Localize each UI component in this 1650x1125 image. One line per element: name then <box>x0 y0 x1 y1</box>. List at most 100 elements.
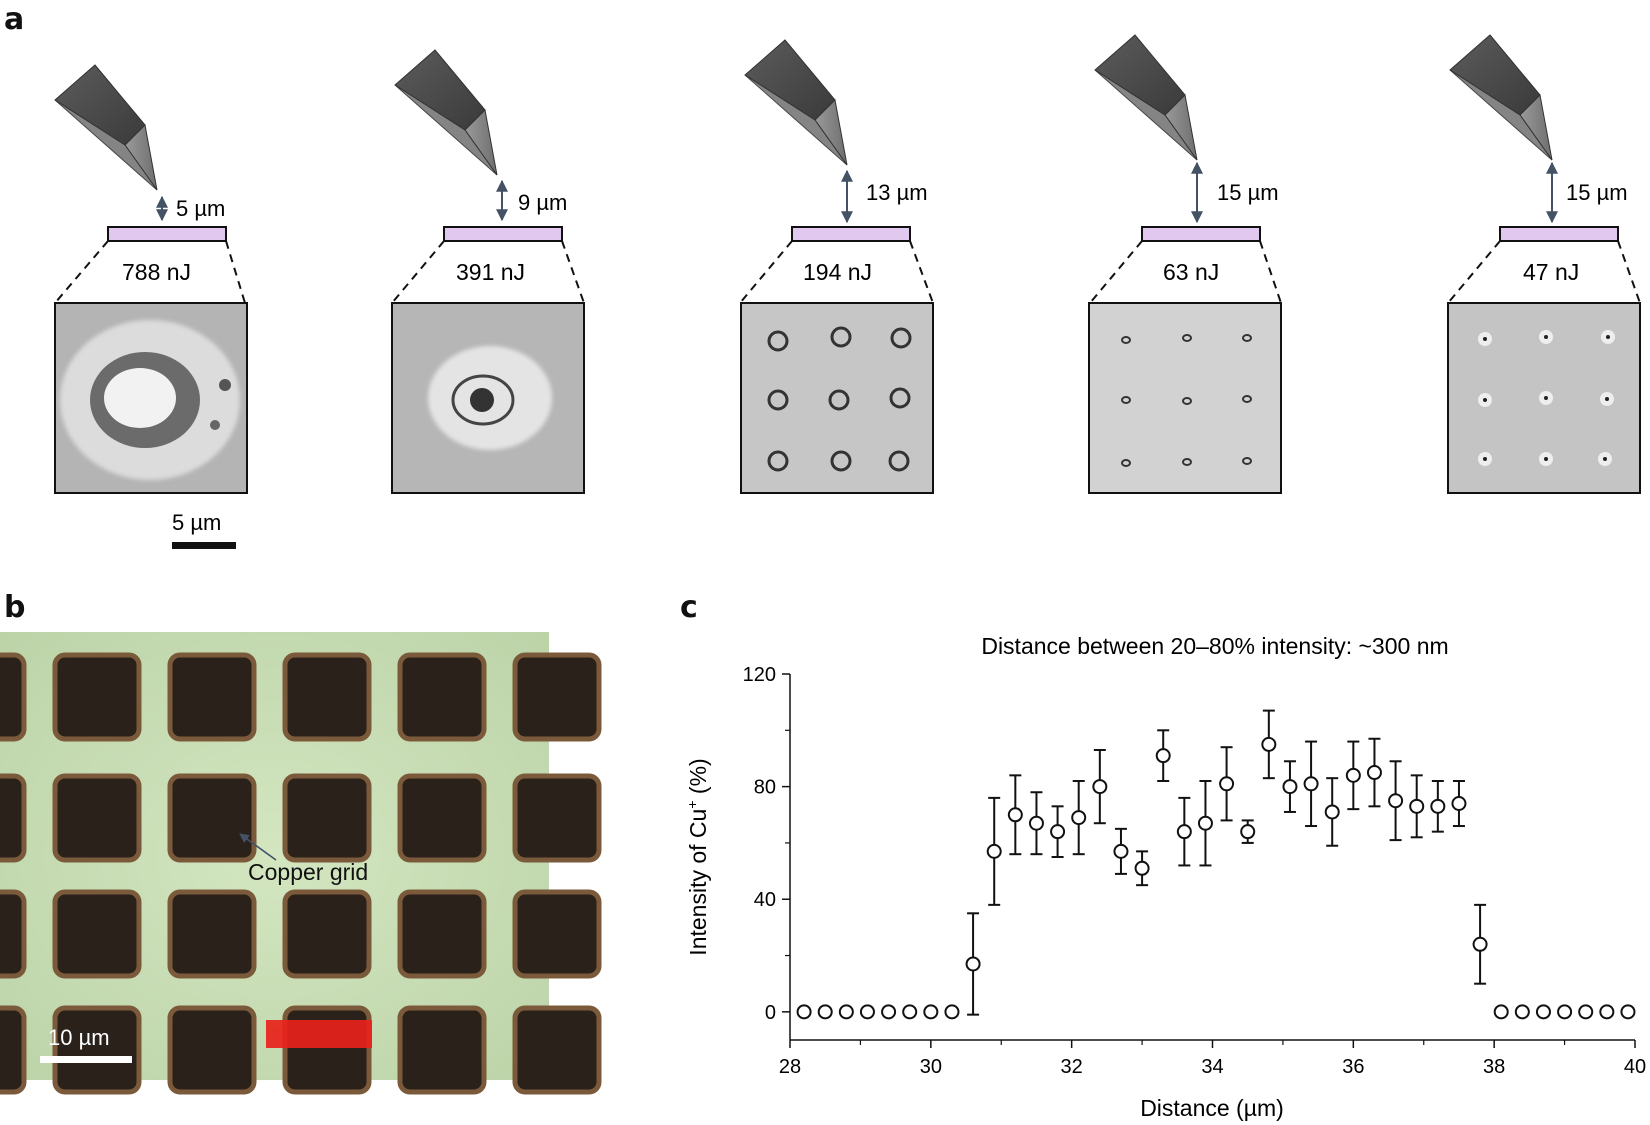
sample-slab <box>443 226 563 242</box>
y-axis-label-text: Intensity of Cu+ (%) <box>684 758 711 955</box>
probe-tip-icon <box>744 39 848 166</box>
data-point <box>965 956 981 972</box>
x-tick-label: 30 <box>920 1056 942 1078</box>
data-point <box>1219 776 1235 792</box>
micrograph-5 <box>1447 302 1641 494</box>
data-point <box>986 843 1002 859</box>
sample-slab <box>107 226 227 242</box>
probe-unit-1: 5 µm 788 nJ 5 µm <box>54 64 248 549</box>
grid-hole <box>167 652 257 742</box>
data-point <box>1599 1004 1615 1020</box>
data-point <box>1155 748 1171 764</box>
data-point <box>1324 804 1340 820</box>
data-point <box>1493 1004 1509 1020</box>
data-point <box>1578 1004 1594 1020</box>
data-point <box>1303 776 1319 792</box>
grid-hole <box>52 652 142 742</box>
sample-slab <box>1499 226 1619 242</box>
data-point <box>944 1004 960 1020</box>
probe-unit-5: 15 µm 47 nJ <box>1447 34 1641 494</box>
scale-bar-label: 10 µm <box>48 1025 110 1050</box>
x-tick-label: 32 <box>1061 1056 1083 1078</box>
x-tick-label: 36 <box>1342 1056 1364 1078</box>
probe-tip-icon <box>394 49 498 176</box>
data-point <box>881 1004 897 1020</box>
panel-label-b: b <box>4 590 26 625</box>
data-point <box>1620 1004 1636 1020</box>
y-tick-label: 80 <box>754 777 776 799</box>
x-axis-label: Distance (µm) <box>1140 1095 1284 1121</box>
x-tick-label: 34 <box>1201 1056 1223 1078</box>
micrograph-1 <box>54 302 248 494</box>
data-point <box>1007 807 1023 823</box>
grid-hole <box>0 773 27 863</box>
data-point <box>1050 824 1066 840</box>
gap-label: 9 µm <box>518 190 567 215</box>
copper-grid-holes <box>0 652 602 1095</box>
grid-hole <box>52 889 142 979</box>
grid-hole <box>167 773 257 863</box>
grid-hole <box>397 889 487 979</box>
sample-slab <box>1141 226 1261 242</box>
scale-bar-label: 5 µm <box>172 510 221 535</box>
grid-hole <box>282 652 372 742</box>
probe-tip-icon <box>54 64 158 191</box>
data-point <box>1366 765 1382 781</box>
grid-hole <box>0 1005 27 1095</box>
x-ticks: 28 30 32 34 36 38 40 <box>779 1040 1646 1078</box>
x-tick-label: 40 <box>1624 1056 1646 1078</box>
data-point <box>1092 779 1108 795</box>
data-point <box>1071 810 1087 826</box>
y-tick-label: 0 <box>765 1002 776 1024</box>
gap-label: 5 µm <box>176 196 225 221</box>
grid-hole <box>397 652 487 742</box>
data-point <box>1535 1004 1551 1020</box>
micrograph-3 <box>740 302 934 494</box>
energy-label: 194 nJ <box>803 259 872 285</box>
x-tick-label: 38 <box>1483 1056 1505 1078</box>
data-point <box>1345 767 1361 783</box>
probe-unit-4: 15 µm 63 nJ <box>1088 34 1282 494</box>
data-point <box>1176 824 1192 840</box>
data-point <box>1134 860 1150 876</box>
data-point <box>1514 1004 1530 1020</box>
data-point <box>1197 815 1213 831</box>
panel-label-a: a <box>4 2 25 37</box>
data-point <box>1472 936 1488 952</box>
probe-unit-2: 9 µm 391 nJ <box>391 49 585 494</box>
panel-b-micrograph: Copper grid 10 µm <box>0 632 602 1095</box>
grid-hole <box>52 773 142 863</box>
sample-slab <box>791 226 911 242</box>
panel-a: 5 µm 788 nJ 5 µm 9 µm <box>54 34 1641 549</box>
grid-hole <box>52 1005 142 1095</box>
data-point <box>1282 779 1298 795</box>
data-point <box>1388 793 1404 809</box>
grid-hole <box>512 889 602 979</box>
energy-label: 47 nJ <box>1523 259 1579 285</box>
grid-hole <box>512 773 602 863</box>
panel-c-chart: Distance between 20–80% intensity: ~300 … <box>684 633 1646 1121</box>
energy-label: 788 nJ <box>122 259 191 285</box>
energy-label: 63 nJ <box>1163 259 1219 285</box>
probe-tip-icon <box>1449 34 1553 161</box>
data-point <box>796 1004 812 1020</box>
data-point <box>1261 736 1277 752</box>
data-point <box>859 1004 875 1020</box>
data-point <box>1451 796 1467 812</box>
data-point <box>1557 1004 1573 1020</box>
y-axis-label: Intensity of Cu+ (%) <box>684 758 711 955</box>
annotation-label: Copper grid <box>248 859 368 885</box>
grid-hole <box>282 773 372 863</box>
data-point <box>923 1004 939 1020</box>
highlight-region <box>266 1020 372 1048</box>
grid-hole <box>167 889 257 979</box>
micrograph-2 <box>391 302 585 494</box>
y-tick-label: 120 <box>743 664 776 686</box>
micrograph-4 <box>1088 302 1282 494</box>
data-point <box>1430 798 1446 814</box>
data-point <box>1240 824 1256 840</box>
panel-label-c: c <box>680 590 698 625</box>
grid-hole <box>0 652 27 742</box>
grid-hole <box>512 652 602 742</box>
chart-title: Distance between 20–80% intensity: ~300 … <box>981 633 1448 659</box>
